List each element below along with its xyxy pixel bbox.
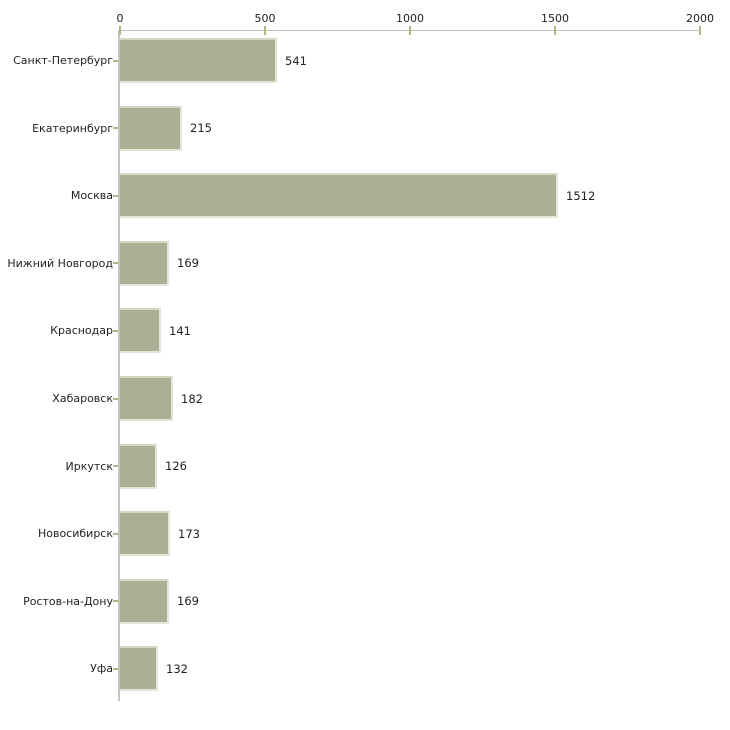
value-label: 169 — [177, 256, 199, 271]
category-label: Новосибирск — [37, 527, 113, 541]
category-label: Екатеринбург — [32, 121, 113, 135]
x-tick-mark — [409, 26, 411, 35]
chart-row: Хабаровск 182 — [0, 365, 730, 433]
category-tick-mark — [113, 262, 118, 265]
category-label: Ростов-на-Дону — [23, 594, 113, 608]
x-tick-mark — [699, 26, 701, 35]
x-tick-mark — [264, 26, 266, 35]
category-label: Уфа — [90, 662, 113, 676]
x-tick-mark — [119, 26, 121, 35]
category-label: Хабаровск — [52, 392, 113, 406]
category-tick-mark — [113, 194, 118, 197]
chart-row: Новосибирск 173 — [0, 500, 730, 568]
bar — [120, 376, 173, 422]
category-tick-mark — [113, 465, 118, 468]
value-label: 126 — [165, 459, 187, 474]
category-tick-mark — [113, 667, 118, 670]
value-label: 182 — [181, 391, 203, 406]
value-label: 541 — [285, 53, 307, 68]
x-tick-label: 2000 — [686, 12, 714, 25]
value-label: 141 — [169, 323, 191, 338]
bar — [120, 443, 157, 489]
category-label: Краснодар — [50, 324, 113, 338]
chart-row: Ростов-на-Дону 169 — [0, 568, 730, 636]
category-tick-mark — [113, 329, 118, 332]
bar — [120, 511, 170, 557]
value-label: 132 — [166, 661, 188, 676]
x-tick-label: 500 — [254, 12, 276, 25]
chart-row: Москва 1512 — [0, 162, 730, 230]
bar — [120, 308, 161, 354]
bar — [120, 173, 558, 219]
category-tick-mark — [113, 59, 118, 62]
category-label: Иркутск — [65, 459, 113, 473]
category-label: Нижний Новгород — [7, 256, 113, 270]
x-tick-label: 1500 — [541, 12, 569, 25]
category-tick-mark — [113, 532, 118, 535]
bar — [120, 646, 158, 692]
chart-row: Краснодар 141 — [0, 297, 730, 365]
bar — [120, 38, 277, 84]
x-tick-mark — [554, 26, 556, 35]
chart-row: Нижний Новгород 169 — [0, 230, 730, 298]
category-tick-mark — [113, 600, 118, 603]
bar — [120, 240, 169, 286]
category-label: Москва — [70, 189, 113, 203]
value-label: 1512 — [566, 188, 596, 203]
chart-row: Иркутск 126 — [0, 432, 730, 500]
value-label: 169 — [177, 594, 199, 609]
chart-row: Санкт-Петербург 541 — [0, 27, 730, 95]
value-label: 173 — [178, 526, 200, 541]
chart-row: Уфа 132 — [0, 635, 730, 703]
x-tick-label: 1000 — [396, 12, 424, 25]
category-tick-mark — [113, 127, 118, 130]
category-label: Санкт-Петербург — [13, 54, 113, 68]
category-tick-mark — [113, 397, 118, 400]
bar — [120, 105, 182, 151]
x-tick-label: 0 — [116, 12, 124, 25]
value-label: 215 — [190, 121, 212, 136]
bar — [120, 578, 169, 624]
chart-row: Екатеринбург 215 — [0, 94, 730, 162]
y-axis-line — [118, 30, 120, 701]
